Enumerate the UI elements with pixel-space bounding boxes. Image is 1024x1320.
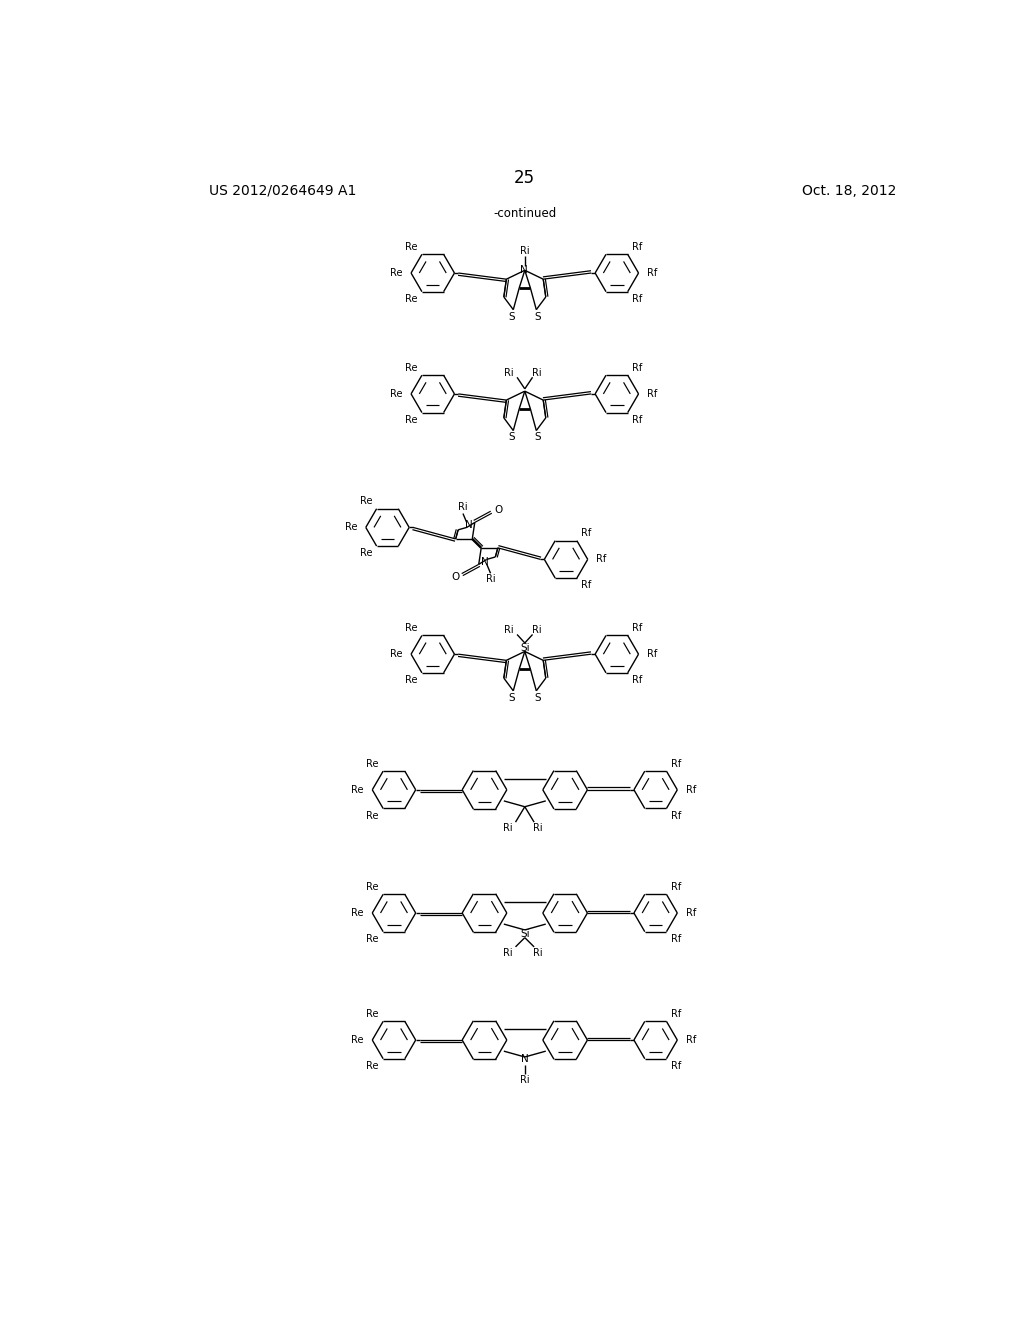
- Text: Re: Re: [390, 389, 402, 399]
- Text: Rf: Rf: [647, 649, 657, 659]
- Text: Ri: Ri: [520, 1074, 529, 1085]
- Text: Rf: Rf: [671, 935, 681, 944]
- Text: S: S: [535, 433, 541, 442]
- Text: Re: Re: [351, 908, 364, 917]
- Text: Rf: Rf: [582, 528, 592, 539]
- Text: Ri: Ri: [505, 624, 514, 635]
- Text: Rf: Rf: [632, 363, 642, 372]
- Text: -continued: -continued: [494, 207, 556, 220]
- Text: Rf: Rf: [632, 623, 642, 634]
- Text: N: N: [520, 264, 528, 275]
- Text: Re: Re: [359, 496, 373, 507]
- Text: Re: Re: [351, 1035, 364, 1045]
- Text: Rf: Rf: [632, 675, 642, 685]
- Text: Rf: Rf: [686, 1035, 696, 1045]
- Text: Rf: Rf: [671, 1008, 681, 1019]
- Text: Re: Re: [367, 1061, 379, 1071]
- Text: N: N: [521, 1055, 528, 1064]
- Text: US 2012/0264649 A1: US 2012/0264649 A1: [209, 183, 356, 198]
- Text: Re: Re: [367, 759, 379, 768]
- Text: S: S: [535, 312, 541, 322]
- Text: Rf: Rf: [596, 554, 606, 565]
- Text: Re: Re: [406, 363, 418, 372]
- Text: Ri: Ri: [531, 624, 542, 635]
- Text: Rf: Rf: [671, 759, 681, 768]
- Text: Re: Re: [406, 675, 418, 685]
- Text: S: S: [509, 312, 515, 322]
- Text: Re: Re: [359, 548, 373, 558]
- Text: Rf: Rf: [632, 242, 642, 252]
- Text: Re: Re: [345, 523, 357, 532]
- Text: Re: Re: [406, 414, 418, 425]
- Text: Rf: Rf: [632, 294, 642, 304]
- Text: Re: Re: [351, 785, 364, 795]
- Text: Re: Re: [406, 242, 418, 252]
- Text: Re: Re: [390, 268, 402, 279]
- Text: Re: Re: [367, 1008, 379, 1019]
- Text: 25: 25: [514, 169, 536, 186]
- Text: Re: Re: [367, 882, 379, 892]
- Text: Oct. 18, 2012: Oct. 18, 2012: [802, 183, 897, 198]
- Text: Rf: Rf: [632, 414, 642, 425]
- Text: N: N: [481, 557, 489, 566]
- Text: Rf: Rf: [647, 268, 657, 279]
- Text: Si: Si: [520, 929, 529, 939]
- Text: O: O: [494, 506, 502, 515]
- Text: Ri: Ri: [534, 948, 543, 958]
- Text: Re: Re: [390, 649, 402, 659]
- Text: N: N: [465, 520, 472, 531]
- Text: Re: Re: [406, 623, 418, 634]
- Text: S: S: [535, 693, 541, 702]
- Text: Ri: Ri: [458, 503, 468, 512]
- Text: Re: Re: [406, 294, 418, 304]
- Text: Rf: Rf: [671, 1061, 681, 1071]
- Text: Si: Si: [520, 643, 529, 652]
- Text: Ri: Ri: [503, 824, 513, 833]
- Text: Ri: Ri: [531, 368, 542, 378]
- Text: O: O: [452, 572, 460, 582]
- Text: Ri: Ri: [505, 368, 514, 378]
- Text: S: S: [509, 433, 515, 442]
- Text: Rf: Rf: [582, 581, 592, 590]
- Text: Rf: Rf: [671, 810, 681, 821]
- Text: Rf: Rf: [686, 908, 696, 917]
- Text: Re: Re: [367, 935, 379, 944]
- Text: Rf: Rf: [671, 882, 681, 892]
- Text: Ri: Ri: [520, 246, 529, 256]
- Text: Ri: Ri: [485, 574, 496, 585]
- Text: S: S: [509, 693, 515, 702]
- Text: Rf: Rf: [647, 389, 657, 399]
- Text: Re: Re: [367, 810, 379, 821]
- Text: Ri: Ri: [503, 948, 513, 958]
- Text: Ri: Ri: [534, 824, 543, 833]
- Text: Rf: Rf: [686, 785, 696, 795]
